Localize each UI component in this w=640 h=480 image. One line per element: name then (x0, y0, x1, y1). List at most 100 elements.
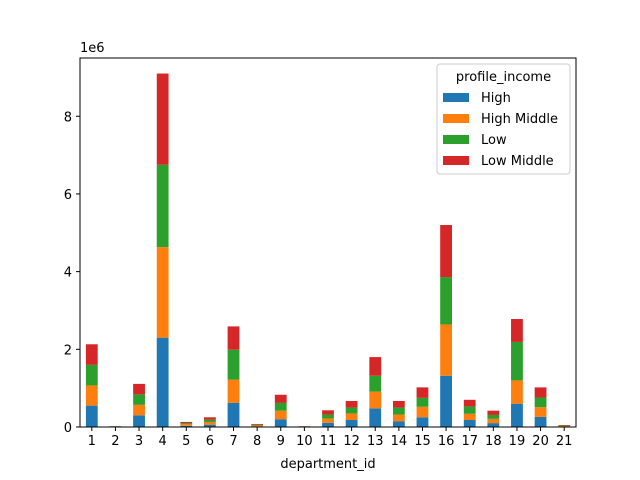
bar-6-low-middle (204, 417, 216, 420)
bar-18-high (487, 423, 500, 427)
x-tick-label: 3 (135, 434, 143, 449)
bar-4-low (156, 164, 169, 248)
y-tick-label: 6 (64, 188, 72, 203)
bar-18-low-middle (487, 410, 500, 415)
bar-1-high-middle (85, 385, 98, 406)
bar-7-low (227, 349, 240, 380)
x-tick-label: 18 (485, 434, 502, 449)
bar-14-low-middle (392, 400, 405, 408)
x-tick-label: 10 (296, 434, 313, 449)
x-tick-label: 7 (229, 434, 237, 449)
bar-9-low (274, 402, 287, 411)
bar-13-high-middle (369, 391, 382, 409)
x-tick-label: 13 (367, 434, 384, 449)
x-tick-label: 2 (111, 434, 119, 449)
bar-12-high (345, 420, 358, 427)
bar-8-low-middle (251, 423, 264, 425)
bar-11-high-middle (322, 418, 334, 423)
legend: profile_income High High Middle Low Low Midd… (436, 63, 571, 175)
bar-6-high-middle (204, 421, 216, 425)
x-tick-label: 8 (253, 434, 261, 449)
bar-16-low-middle (440, 225, 452, 278)
bar-15-low-middle (416, 387, 429, 398)
bar-20-low-middle (534, 387, 547, 398)
bar-9-high-middle (274, 410, 287, 420)
bar-17-high (463, 420, 476, 427)
y-tick-label: 4 (64, 266, 72, 281)
bar-15-low (416, 397, 429, 407)
y-tick-label: 2 (64, 343, 72, 358)
legend-box (436, 63, 571, 175)
bar-17-low (463, 406, 476, 414)
bar-14-high (392, 421, 405, 427)
bar-15-high-middle (416, 406, 429, 418)
x-tick-label: 19 (509, 434, 526, 449)
x-axis-label: department_id (280, 457, 375, 472)
legend-title: profile_income (456, 70, 551, 85)
legend-entry: High Middle (481, 112, 558, 127)
bar-12-low-middle (345, 400, 358, 408)
legend-entry: High (481, 91, 511, 106)
bar-12-high-middle (345, 413, 358, 421)
x-tick-label: 17 (461, 434, 478, 449)
bar-5-low-middle (180, 421, 193, 424)
y-axis: 0 2 4 6 8 (64, 110, 80, 436)
x-tick-label: 6 (206, 434, 214, 449)
bar-6-low (204, 419, 216, 422)
bar-4-high (156, 337, 169, 427)
bar-13-low (369, 375, 382, 392)
bar-15-high (416, 417, 429, 427)
bar-17-low-middle (463, 399, 476, 407)
x-tick-label: 11 (320, 434, 337, 449)
bar-13-low-middle (369, 357, 382, 376)
legend-swatch (443, 135, 469, 144)
bar-1-low-middle (85, 344, 98, 365)
bar-6-high (204, 424, 216, 427)
x-tick-label: 1 (88, 434, 96, 449)
legend-entry: Low (481, 133, 507, 148)
bar-14-low (392, 407, 405, 415)
bar-3-high (133, 415, 145, 427)
legend-entry: Low Middle (481, 154, 554, 169)
bar-17-high-middle (463, 413, 476, 421)
bar-3-high-middle (133, 404, 145, 416)
bar-4-high-middle (156, 247, 169, 338)
bar-16-high (440, 375, 452, 427)
bar-4-low-middle (156, 73, 169, 165)
bars-layer (85, 73, 571, 427)
x-tick-label: 9 (277, 434, 285, 449)
bar-1-high (85, 405, 98, 427)
bar-19-low (511, 341, 523, 381)
bar-12-low (345, 407, 358, 414)
bar-19-low-middle (511, 319, 523, 342)
bar-1-low (85, 364, 98, 386)
bar-21-high-middle (558, 426, 571, 427)
bar-18-high-middle (487, 418, 500, 424)
bar-11-high (322, 422, 334, 427)
bar-11-low (322, 414, 334, 419)
x-tick-label: 16 (438, 434, 455, 449)
bar-7-high (227, 402, 240, 427)
bar-16-low (440, 277, 452, 325)
bar-8-low (251, 424, 264, 426)
x-tick-label: 15 (414, 434, 431, 449)
bar-7-high-middle (227, 379, 240, 403)
bar-21-low (558, 425, 571, 427)
bar-8-high-middle (251, 425, 264, 427)
legend-swatch (443, 114, 469, 123)
bar-19-high (511, 403, 523, 427)
x-axis: 1 2 3 4 5 6 7 8 9 10 11 12 13 14 15 16 17 18 19 20 21 (88, 427, 573, 449)
y-tick-label: 8 (64, 110, 72, 125)
y-tick-label: 0 (64, 421, 72, 436)
x-tick-label: 20 (532, 434, 549, 449)
x-tick-label: 4 (159, 434, 167, 449)
bar-18-low (487, 414, 500, 419)
bar-20-high-middle (534, 407, 547, 417)
y-offset-label: 1e6 (80, 41, 105, 56)
bar-11-low-middle (322, 410, 334, 415)
bar-20-high (534, 416, 547, 427)
bar-9-high (274, 419, 287, 427)
bar-19-high-middle (511, 380, 523, 404)
x-tick-label: 21 (556, 434, 573, 449)
